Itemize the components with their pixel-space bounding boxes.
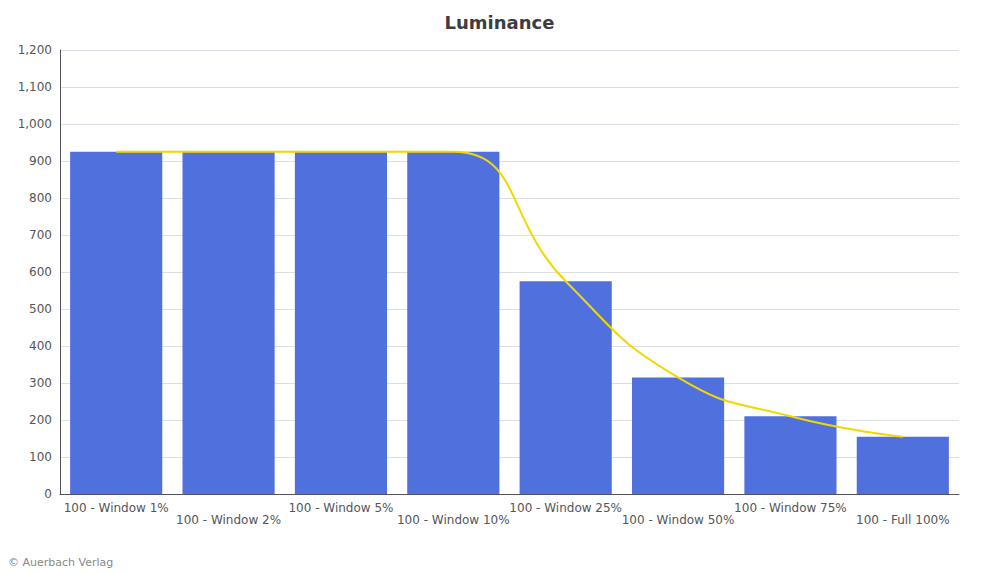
svg-text:500: 500 — [29, 302, 52, 316]
svg-text:100 - Full 100%: 100 - Full 100% — [856, 513, 950, 527]
svg-text:100 - Window 1%: 100 - Window 1% — [64, 501, 169, 515]
svg-text:Luminance: Luminance — [445, 12, 555, 33]
svg-text:900: 900 — [29, 154, 52, 168]
svg-text:300: 300 — [29, 376, 52, 390]
svg-text:200: 200 — [29, 413, 52, 427]
svg-text:800: 800 — [29, 191, 52, 205]
svg-text:1,200: 1,200 — [18, 43, 52, 57]
svg-text:600: 600 — [29, 265, 52, 279]
svg-text:© Auerbach Verlag: © Auerbach Verlag — [8, 556, 113, 569]
svg-text:100 - Window 50%: 100 - Window 50% — [622, 513, 735, 527]
svg-text:1,000: 1,000 — [18, 117, 52, 131]
svg-text:100 - Window 10%: 100 - Window 10% — [397, 513, 510, 527]
svg-text:0: 0 — [44, 487, 52, 501]
svg-text:1,100: 1,100 — [18, 80, 52, 94]
svg-text:100: 100 — [29, 450, 52, 464]
svg-text:100 - Window 2%: 100 - Window 2% — [176, 513, 281, 527]
svg-text:100 - Window 75%: 100 - Window 75% — [734, 501, 847, 515]
svg-text:400: 400 — [29, 339, 52, 353]
svg-text:100 - Window 5%: 100 - Window 5% — [288, 501, 393, 515]
svg-text:700: 700 — [29, 228, 52, 242]
svg-text:100 - Window 25%: 100 - Window 25% — [509, 501, 622, 515]
